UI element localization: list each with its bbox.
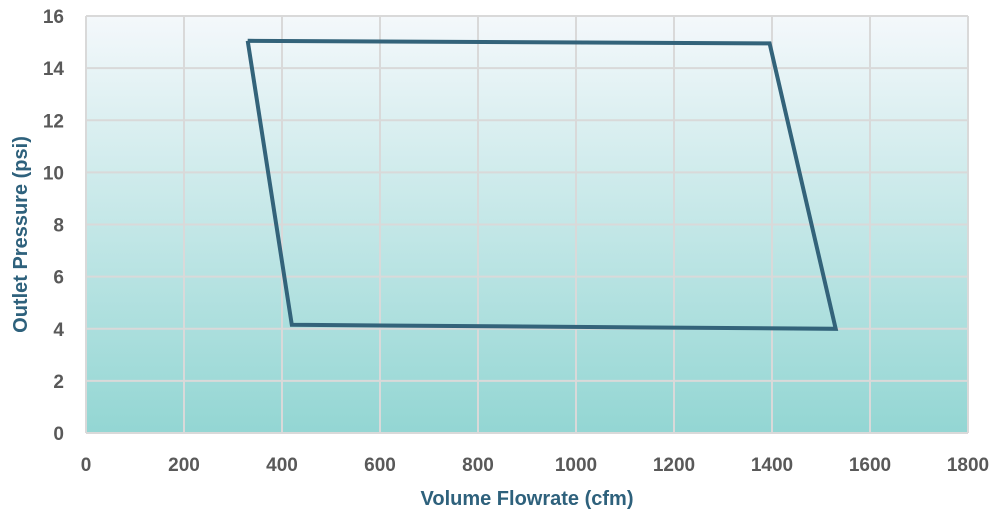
- gridlines: [85, 15, 969, 434]
- y-tick-label: 16: [43, 7, 64, 28]
- y-axis-ticks: 0 2 4 6 8 10 12 14 16: [43, 7, 65, 445]
- operating-envelope-line: [245, 38, 839, 331]
- series-layer: [245, 38, 839, 331]
- y-tick-label: 14: [43, 59, 65, 80]
- y-tick-label: 12: [43, 111, 64, 132]
- x-tick-label: 1000: [555, 455, 597, 476]
- x-tick-label: 1600: [849, 455, 891, 476]
- x-tick-label: 800: [462, 455, 494, 476]
- y-tick-label: 10: [43, 163, 64, 184]
- y-tick-label: 8: [53, 216, 64, 237]
- x-tick-label: 1800: [947, 455, 989, 476]
- y-tick-label: 4: [53, 320, 64, 341]
- y-axis-title: Outlet Pressure (psi): [10, 136, 32, 333]
- x-tick-label: 1400: [751, 455, 793, 476]
- x-tick-label: 0: [81, 455, 92, 476]
- y-tick-label: 0: [53, 424, 64, 445]
- x-tick-label: 1200: [653, 455, 695, 476]
- x-tick-label: 400: [266, 455, 298, 476]
- y-tick-label: 2: [53, 372, 64, 393]
- x-tick-label: 600: [364, 455, 396, 476]
- x-axis-title: Volume Flowrate (cfm): [421, 488, 634, 510]
- x-tick-label: 200: [168, 455, 200, 476]
- y-tick-label: 6: [53, 268, 64, 289]
- x-axis-ticks: 0 200 400 600 800 1000 1200 1400 1600 1800: [81, 455, 989, 476]
